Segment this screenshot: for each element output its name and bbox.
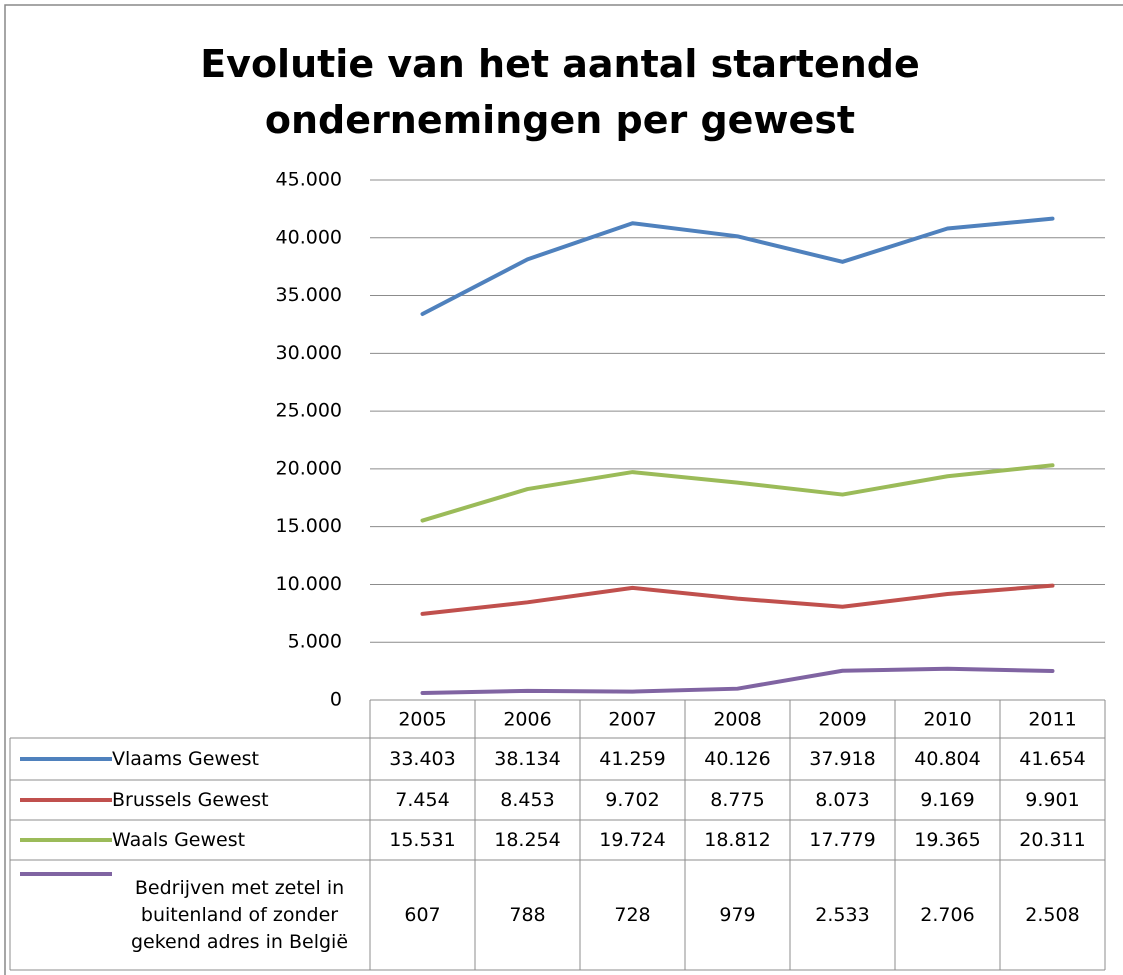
y-tick-label: 35.000 xyxy=(276,284,342,306)
data-label-box: 40.126 xyxy=(704,747,771,770)
data-label: 9.169 xyxy=(920,788,975,811)
data-label: 38.134 xyxy=(494,747,561,770)
data-label: 607 xyxy=(404,903,441,926)
data-label: 8.453 xyxy=(500,788,555,811)
data-label-box: 19.365 xyxy=(914,828,981,851)
data-label: 41.654 xyxy=(1019,747,1086,770)
data-label-box: 728 xyxy=(614,903,651,926)
data-label: 33.403 xyxy=(389,747,456,770)
data-label-box: 2.533 xyxy=(815,903,870,926)
chart-title: Evolutie van het aantal startende ondern… xyxy=(200,42,920,142)
series-line xyxy=(420,583,1055,616)
y-tick-label: 5.000 xyxy=(288,631,342,653)
data-label: 15.531 xyxy=(389,828,456,851)
data-label-box: 8.453 xyxy=(500,788,555,811)
data-label-box: 9.169 xyxy=(920,788,975,811)
data-label-box: 2.706 xyxy=(920,903,975,926)
legend-label-box: Bedrijven met zetel in buitenland of zon… xyxy=(130,876,349,953)
data-label-box: 979 xyxy=(719,903,756,926)
x-tick-label: 2007 xyxy=(608,709,656,731)
data-label-box: 20.311 xyxy=(1019,828,1086,851)
x-tick-label: 2010 xyxy=(923,709,971,731)
data-label-box: 2.508 xyxy=(1025,903,1080,926)
data-label: 9.901 xyxy=(1025,788,1080,811)
data-label: 19.724 xyxy=(599,828,666,851)
legend-label: Vlaams Gewest xyxy=(112,747,259,770)
x-tick-label: 2008 xyxy=(713,709,761,731)
data-label: 2.533 xyxy=(815,903,870,926)
data-label: 979 xyxy=(719,903,756,926)
legend-label-box: Waals Gewest xyxy=(112,828,246,851)
data-label: 41.259 xyxy=(599,747,666,770)
x-tick-label: 2006 xyxy=(503,709,551,731)
data-label: 18.254 xyxy=(494,828,561,851)
x-tick-label: 2011 xyxy=(1028,709,1076,731)
data-label-box: 40.804 xyxy=(914,747,981,770)
series-line xyxy=(420,463,1055,523)
data-label: 8.073 xyxy=(815,788,870,811)
data-label-box: 8.073 xyxy=(815,788,870,811)
data-label-box: 37.918 xyxy=(809,747,876,770)
data-label-box: 9.901 xyxy=(1025,788,1080,811)
data-label: 18.812 xyxy=(704,828,771,851)
y-tick-label: 0 xyxy=(330,689,342,711)
y-tick-label: 40.000 xyxy=(276,226,342,248)
legend-label: Bedrijven met zetel in buitenland of zon… xyxy=(130,876,349,953)
y-tick-label: 20.000 xyxy=(276,457,342,479)
x-tick-label: 2009 xyxy=(818,709,866,731)
data-label-box: 9.702 xyxy=(605,788,660,811)
data-label: 19.365 xyxy=(914,828,981,851)
data-label: 17.779 xyxy=(809,828,876,851)
y-tick-label: 30.000 xyxy=(276,342,342,364)
y-tick-label: 45.000 xyxy=(276,169,342,191)
data-label: 8.775 xyxy=(710,788,765,811)
legend-label-box: Vlaams Gewest xyxy=(112,747,259,770)
y-tick-label: 10.000 xyxy=(276,573,342,595)
title-box: Evolutie van het aantal startende ondern… xyxy=(200,42,920,142)
chart-frame xyxy=(4,4,1123,975)
data-label: 40.126 xyxy=(704,747,771,770)
data-label: 37.918 xyxy=(809,747,876,770)
data-label-box: 7.454 xyxy=(395,788,450,811)
x-tick-label: 2005 xyxy=(398,709,446,731)
y-tick-label: 15.000 xyxy=(276,515,342,537)
y-tick-label: 25.000 xyxy=(276,400,342,422)
data-label: 2.706 xyxy=(920,903,975,926)
data-label-box: 788 xyxy=(509,903,546,926)
data-label-box: 607 xyxy=(404,903,441,926)
series-line xyxy=(420,216,1055,317)
data-label-box: 18.812 xyxy=(704,828,771,851)
data-label: 2.508 xyxy=(1025,903,1080,926)
legend-label: Brussels Gewest xyxy=(112,788,269,811)
data-label-box: 38.134 xyxy=(494,747,561,770)
data-label-box: 17.779 xyxy=(809,828,876,851)
data-label-box: 33.403 xyxy=(389,747,456,770)
data-label: 788 xyxy=(509,903,546,926)
data-label-box: 41.259 xyxy=(599,747,666,770)
data-label: 728 xyxy=(614,903,651,926)
data-label: 9.702 xyxy=(605,788,660,811)
data-label: 7.454 xyxy=(395,788,450,811)
data-label-box: 8.775 xyxy=(710,788,765,811)
series-line xyxy=(420,666,1055,695)
data-label-box: 15.531 xyxy=(389,828,456,851)
data-label-box: 18.254 xyxy=(494,828,561,851)
legend-label: Waals Gewest xyxy=(112,828,246,851)
legend-label-box: Brussels Gewest xyxy=(112,788,269,811)
data-label: 20.311 xyxy=(1019,828,1086,851)
data-label-box: 41.654 xyxy=(1019,747,1086,770)
data-label: 40.804 xyxy=(914,747,981,770)
data-label-box: 19.724 xyxy=(599,828,666,851)
